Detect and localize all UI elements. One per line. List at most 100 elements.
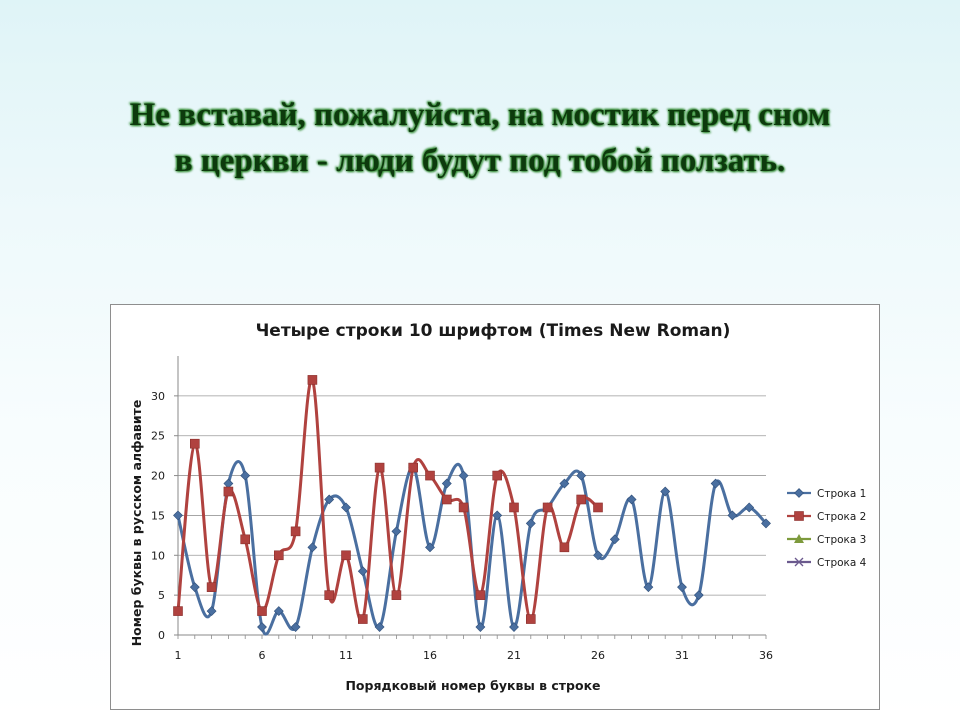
data-point-marker <box>643 582 654 593</box>
y-tick-label: 15 <box>151 509 165 522</box>
data-point-marker <box>458 470 469 481</box>
data-point-marker <box>525 518 536 529</box>
y-tick-label: 30 <box>151 390 165 403</box>
data-point-marker <box>693 590 704 601</box>
slide-title-line-1: Не вставай, пожалуйста, на мостик перед … <box>129 97 831 133</box>
legend-label: Строка 1 <box>817 488 866 500</box>
data-point-marker <box>576 470 587 481</box>
data-point-marker <box>240 534 250 545</box>
data-point-marker <box>374 462 385 473</box>
data-point-marker <box>173 606 183 616</box>
data-point-marker <box>509 622 519 632</box>
data-point-marker <box>492 470 503 481</box>
data-point-marker <box>559 478 570 489</box>
data-point-marker <box>509 502 519 513</box>
data-point-marker <box>189 582 200 593</box>
series-group <box>173 375 771 636</box>
marker-stroke <box>794 557 804 567</box>
data-point-marker <box>206 606 217 617</box>
chart-legend: Строка 1 Строка 2 Строка 3 Строка 4 <box>787 488 867 569</box>
legend-label: Строка 2 <box>817 511 866 523</box>
chart-grid <box>177 356 766 636</box>
data-point-marker <box>324 494 335 505</box>
data-point-marker <box>290 526 301 537</box>
data-point-marker <box>358 614 368 624</box>
data-point-marker <box>374 622 385 632</box>
line-chart: Четыре строки 10 шрифтом (Times New Roma… <box>129 321 867 693</box>
chart-container: Четыре строки 10 шрифтом (Times New Roma… <box>110 304 880 710</box>
data-point-marker <box>357 566 368 577</box>
chart-title: Четыре строки 10 шрифтом (Times New Roma… <box>256 321 731 341</box>
data-point-marker <box>542 502 553 513</box>
x-tick-label: 6 <box>259 649 266 662</box>
data-point-marker <box>425 542 435 553</box>
data-point-marker <box>660 486 671 497</box>
data-point-marker <box>576 494 587 505</box>
x-tick-label: 16 <box>423 649 437 662</box>
x-tick-label: 31 <box>675 649 689 662</box>
data-point-marker <box>710 478 721 489</box>
data-point-marker <box>391 590 402 600</box>
data-point-marker <box>223 478 234 489</box>
data-point-marker <box>458 502 469 513</box>
y-axis-title: Номер буквы в русском алфавите <box>129 400 144 647</box>
data-point-marker <box>173 510 183 521</box>
data-point-marker <box>794 534 804 543</box>
legend-label: Строка 3 <box>817 534 866 546</box>
y-tick-label: 20 <box>151 470 165 483</box>
data-point-marker <box>274 550 284 561</box>
y-tick-label: 5 <box>158 589 165 602</box>
data-point-marker <box>324 590 334 600</box>
data-point-marker <box>307 542 318 553</box>
y-tick-label: 0 <box>158 629 165 642</box>
data-point-marker <box>593 502 603 513</box>
data-point-marker <box>609 534 620 545</box>
data-point-marker <box>794 557 804 567</box>
data-point-marker <box>408 462 419 473</box>
data-point-marker <box>492 510 503 521</box>
data-point-marker <box>744 502 755 513</box>
data-point-marker <box>190 438 200 449</box>
data-point-marker <box>341 502 351 513</box>
data-point-marker <box>525 614 536 624</box>
data-point-marker <box>341 550 351 561</box>
legend-label: Строка 4 <box>817 557 867 569</box>
data-point-marker <box>240 470 251 481</box>
legend-item-2: Строка 2 <box>787 511 866 523</box>
slide-title: Не вставай, пожалуйста, на мостик перед … <box>0 92 960 184</box>
data-point-marker <box>223 486 234 497</box>
legend-item-3: Строка 3 <box>787 534 866 546</box>
data-point-marker <box>626 494 637 505</box>
data-point-marker <box>257 606 267 616</box>
series-line-2 <box>176 378 599 623</box>
data-point-marker <box>475 622 486 632</box>
slide-title-line-2: в церкви - люди будут под тобой ползать. <box>174 143 786 179</box>
data-point-marker <box>761 518 771 529</box>
y-tick-labels: 0 5 10 15 20 25 30 <box>151 390 178 642</box>
data-point-marker <box>559 542 570 553</box>
x-tick-label: 11 <box>339 649 353 662</box>
data-point-marker <box>677 582 687 593</box>
data-point-marker <box>206 582 217 592</box>
y-tick-label: 25 <box>151 430 165 443</box>
data-point-marker <box>475 590 486 600</box>
data-point-marker <box>441 494 452 505</box>
x-tick-label: 21 <box>507 649 521 662</box>
data-point-marker <box>441 478 452 489</box>
y-tick-label: 10 <box>151 549 165 562</box>
data-point-marker <box>425 470 435 481</box>
data-point-marker <box>391 526 402 537</box>
legend-item-1: Строка 1 <box>787 488 866 500</box>
data-point-marker <box>307 375 318 385</box>
data-point-marker <box>257 622 267 632</box>
series-2 <box>173 375 603 624</box>
x-axis-title: Порядковый номер буквы в строке <box>345 678 600 693</box>
x-tick-label: 26 <box>591 649 605 662</box>
data-point-marker <box>290 622 301 632</box>
x-tick-label: 1 <box>175 649 182 662</box>
data-point-marker <box>273 606 284 617</box>
x-tick-labels: 1 6 11 16 21 26 31 36 <box>175 635 773 662</box>
data-point-marker <box>727 510 738 521</box>
x-tick-label: 36 <box>759 649 773 662</box>
data-point-marker <box>794 488 804 498</box>
